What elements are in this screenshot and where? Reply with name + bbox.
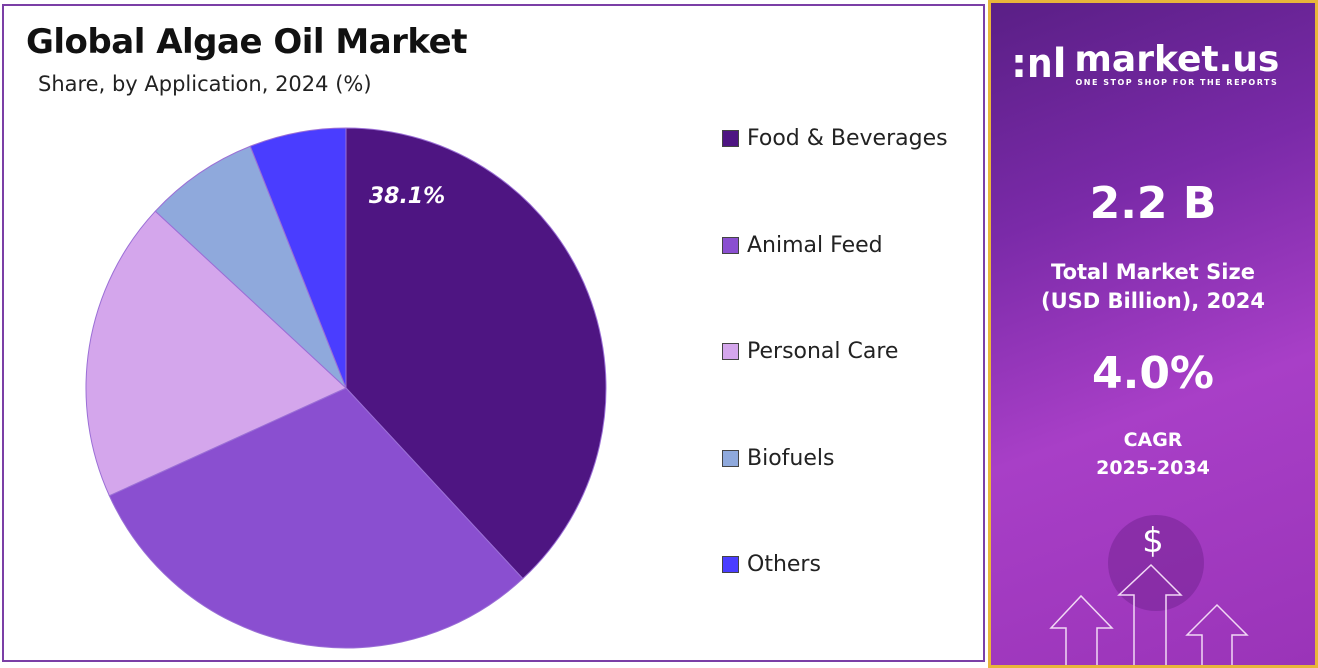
market-size-label-2: (USD Billion), 2024 (1040, 289, 1266, 313)
logo-name: market.us (1074, 38, 1280, 80)
market-size-value: 2.2 B (1089, 178, 1217, 229)
pie-slice-biofuels (154, 145, 347, 389)
chart-title: Global Algae Oil Market (26, 22, 467, 62)
pie-slice-personal-care (85, 210, 347, 497)
legend-label: Animal Feed (747, 232, 883, 258)
pie-chart: 38.1% (85, 127, 607, 649)
data-label: 38.1% (369, 184, 445, 209)
legend-swatch (722, 556, 739, 573)
legend-label: Biofuels (747, 445, 835, 471)
cagr-period: 2025-2034 (1096, 457, 1210, 479)
legend-item: Animal Feed (722, 233, 883, 258)
legend-item: Food & Beverages (722, 126, 948, 151)
chart-panel (2, 4, 985, 662)
legend-label: Food & Beverages (747, 126, 948, 151)
legend-swatch (722, 236, 739, 254)
summary-panel: :ոl market.us ONE STOP SHOP FOR THE REPO… (988, 0, 1318, 668)
pie-slice-others (249, 127, 347, 389)
chart-subtitle: Share, by Application, 2024 (%) (38, 72, 372, 96)
cagr-value: 4.0% (1091, 348, 1215, 399)
dollar-icon: $ (1142, 521, 1164, 561)
pie-slice-animal-feed (108, 387, 524, 649)
market-size-label: Total Market Size (1051, 260, 1255, 284)
growth-arrows-icon (1049, 515, 1249, 665)
legend-item: Personal Care (722, 339, 898, 364)
legend-label: Others (747, 552, 821, 577)
legend-swatch (722, 449, 739, 467)
pie-slice-food-beverages (345, 127, 607, 580)
legend-swatch (722, 130, 739, 147)
legend-label: Personal Care (747, 339, 899, 364)
legend-item: Others (722, 552, 821, 577)
legend-swatch (722, 343, 739, 360)
cagr-label: CAGR (1123, 429, 1183, 451)
legend-item: Biofuels (722, 446, 834, 471)
market-us-logo: :ոl market.us ONE STOP SHOP FOR THE REPO… (1011, 41, 1279, 87)
logo-mark-icon: :ոl (1011, 41, 1067, 87)
logo-tagline: ONE STOP SHOP FOR THE REPORTS (1075, 77, 1279, 87)
